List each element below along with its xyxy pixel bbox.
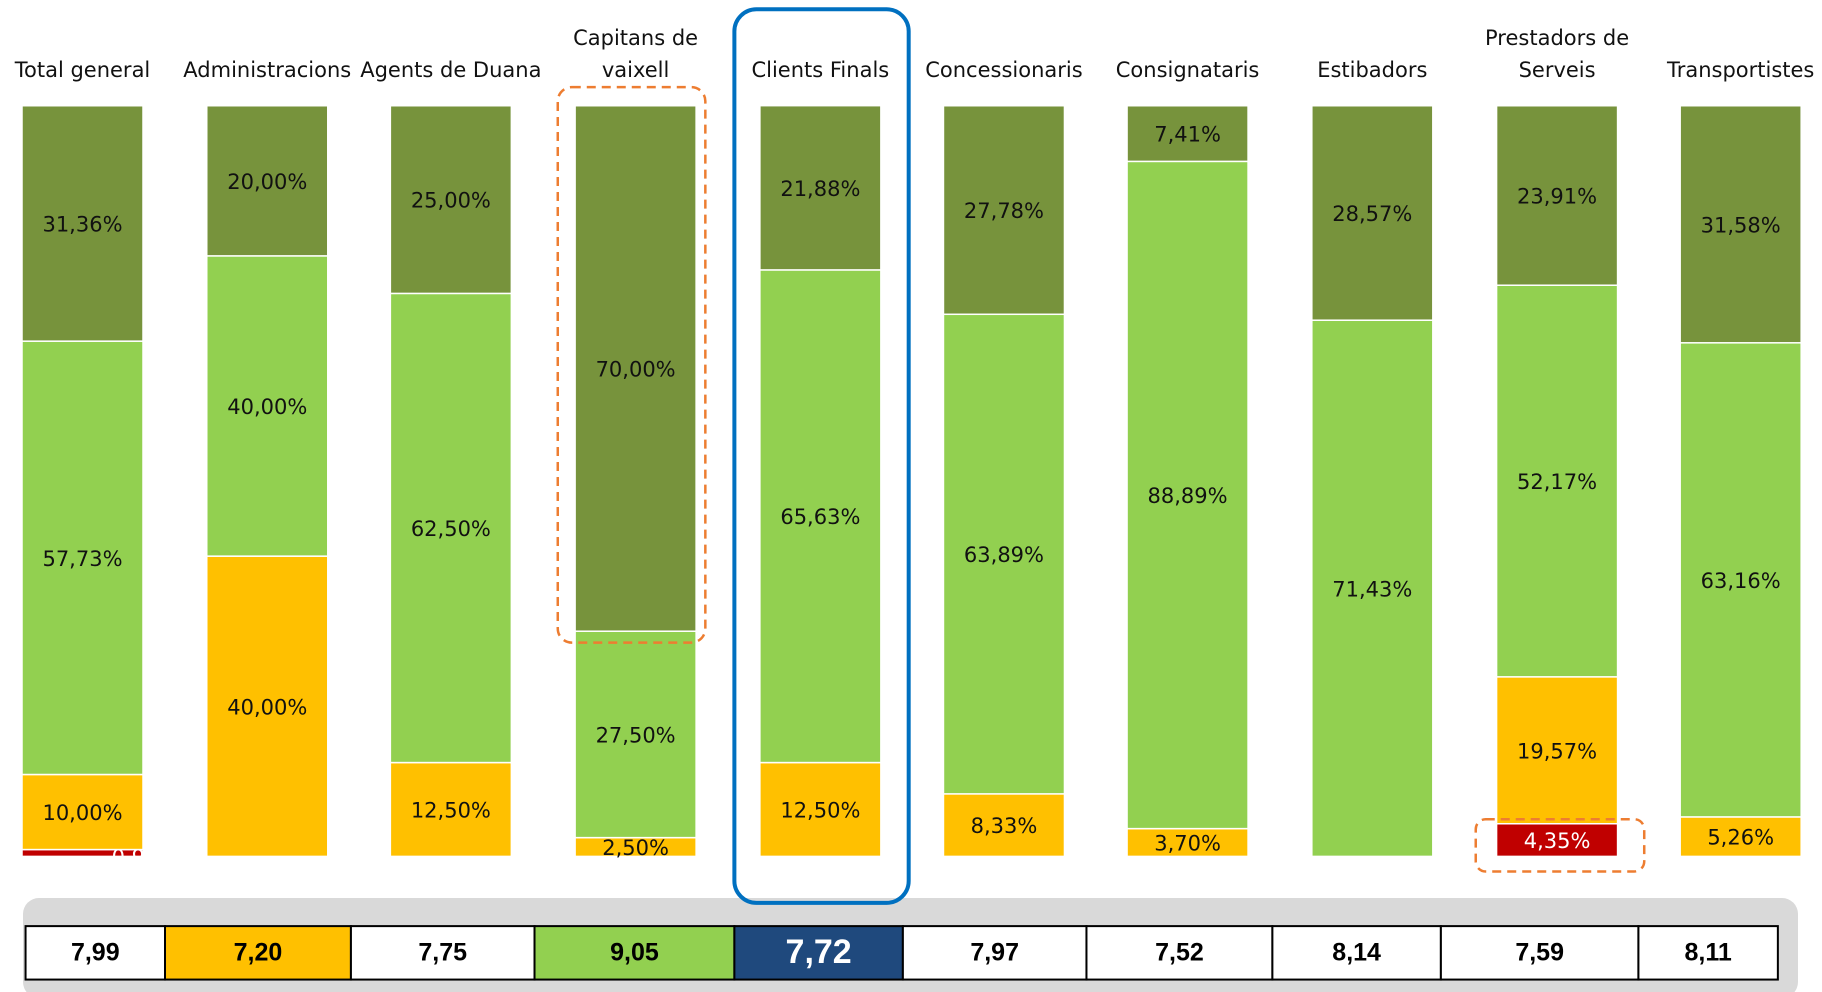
bar-segment	[1126, 160, 1249, 830]
score: 7,20	[234, 939, 283, 967]
bar-segment	[1311, 319, 1434, 858]
data-label: 21,88%	[780, 177, 860, 201]
data-label: 70,00%	[596, 357, 676, 381]
bar-segment	[1126, 827, 1249, 858]
data-label: 63,16%	[1701, 569, 1781, 593]
bar-segment	[759, 761, 882, 858]
score-cell	[1439, 925, 1640, 981]
category-label: Consignataris	[1115, 58, 1260, 82]
bar-segment	[574, 630, 697, 839]
data-label: 12,50%	[411, 798, 491, 822]
highlight-dashed	[556, 85, 707, 644]
category-label: Estibadors	[1317, 58, 1428, 82]
bar-segment	[759, 104, 882, 271]
bar-segment	[389, 292, 513, 764]
score: 9,05	[610, 939, 659, 967]
data-label: 28,57%	[1332, 202, 1412, 226]
data-label: 12,50%	[780, 798, 860, 822]
score-cell	[349, 925, 536, 981]
bar-segment	[1679, 816, 1802, 858]
highlight-dashed	[1474, 817, 1646, 873]
data-label: 31,58%	[1701, 213, 1781, 237]
category-label: Agents de Duana	[360, 58, 542, 82]
bar-segment	[21, 340, 144, 776]
bar-segment	[1495, 104, 1619, 286]
data-label: 27,50%	[596, 723, 676, 747]
score-cell	[1085, 925, 1274, 981]
data-label: 31,36%	[42, 212, 122, 236]
score-cell	[533, 925, 736, 981]
score-cell	[733, 925, 904, 981]
bar-segment	[942, 104, 1066, 316]
bar-segment	[1679, 342, 1802, 818]
category-label: Clients Finals	[751, 58, 890, 82]
category-label: Total general	[14, 58, 151, 82]
bar-segment	[759, 269, 882, 764]
data-label: 40,00%	[227, 695, 307, 719]
data-label: 10,00%	[42, 801, 122, 825]
score-cell	[1271, 925, 1442, 981]
category-label: Transportistes	[1666, 58, 1815, 82]
data-label: 25,00%	[411, 189, 491, 213]
bar-segment	[1495, 676, 1619, 825]
score: 7,59	[1515, 939, 1564, 967]
score: 7,72	[786, 933, 852, 971]
score: 7,97	[970, 939, 1019, 967]
score-cell	[901, 925, 1088, 981]
score: 8,11	[1684, 939, 1731, 967]
data-label: 5,26%	[1707, 826, 1774, 850]
data-label: 19,57%	[1517, 739, 1597, 763]
bar-segment	[21, 104, 144, 342]
score: 7,99	[71, 939, 120, 967]
data-label: 4,35%	[1524, 829, 1591, 853]
bar-segment	[942, 793, 1066, 858]
data-label: 7,41%	[1154, 123, 1221, 147]
bar-segment	[1495, 284, 1619, 678]
bar-segment	[1126, 104, 1249, 163]
category-label: Concessionaris	[925, 58, 1083, 82]
bar-segment	[1311, 104, 1434, 321]
data-label: 63,89%	[964, 543, 1044, 567]
data-label: 57,73%	[42, 547, 122, 571]
bar-segment	[206, 255, 329, 557]
bar-segment	[206, 555, 329, 858]
data-label: 8,33%	[971, 814, 1038, 838]
category-label: Prestadors de Serveis	[1485, 26, 1630, 82]
data-label: 52,17%	[1517, 470, 1597, 494]
bar-segment	[942, 313, 1066, 795]
bar-segment	[389, 104, 513, 295]
score: 7,75	[418, 939, 467, 967]
data-label: 23,91%	[1517, 184, 1597, 208]
data-label: 88,89%	[1148, 484, 1228, 508]
category-label: Administracions	[183, 58, 352, 82]
highlight-box	[732, 7, 911, 905]
data-label: 27,78%	[964, 199, 1044, 223]
category-label: Capitans de vaixell	[573, 26, 699, 82]
bar-segment	[389, 761, 513, 858]
data-label: 2,50%	[602, 836, 669, 860]
score: 7,52	[1155, 939, 1204, 967]
score-cell	[1637, 925, 1779, 981]
data-label: 20,00%	[227, 170, 307, 194]
data-label: 71,43%	[1332, 577, 1412, 601]
data-label: 3,70%	[1154, 832, 1221, 856]
bar-segment	[1679, 104, 1802, 344]
data-label: 62,50%	[411, 517, 491, 541]
data-label: 40,00%	[227, 395, 307, 419]
data-label: 65,63%	[780, 505, 860, 529]
bar-segment	[206, 104, 329, 257]
bar-segment	[574, 104, 697, 632]
score: 8,14	[1332, 939, 1381, 967]
